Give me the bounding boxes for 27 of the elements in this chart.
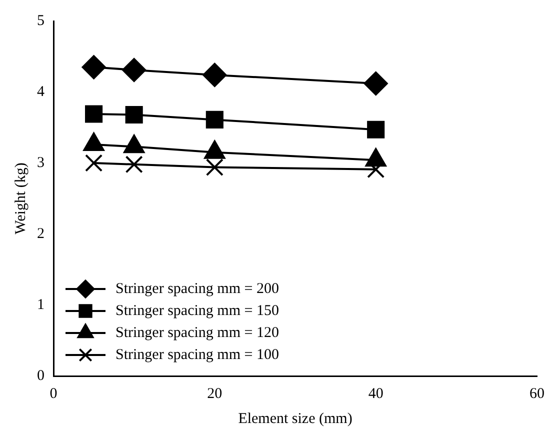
y-tick-label: 2 <box>37 226 44 242</box>
point <box>206 110 224 128</box>
point <box>206 158 224 176</box>
y-tick-label: 3 <box>37 154 44 171</box>
legend-label: Stringer spacing mm = 150 <box>116 302 279 319</box>
y-tick-label: 4 <box>37 84 45 100</box>
legend-label: Stringer spacing mm = 120 <box>116 324 279 341</box>
y-tick-label: 0 <box>37 368 44 384</box>
point <box>82 55 106 80</box>
x-tick-label: 0 <box>50 386 58 402</box>
x-tick-label: 60 <box>530 386 544 402</box>
point <box>125 156 143 174</box>
point <box>85 154 103 172</box>
y-axis-title: Weight (kg) <box>12 162 29 234</box>
legend-label: Stringer spacing mm = 100 <box>116 346 279 363</box>
x-tick-label: 40 <box>368 386 384 402</box>
x-tick-label: 20 <box>207 386 222 402</box>
legend-label: Stringer spacing mm = 200 <box>116 280 279 297</box>
x-axis-title: Element size (mm) <box>238 410 352 427</box>
y-tick-label: 1 <box>37 296 44 313</box>
point <box>202 62 227 87</box>
point <box>85 105 103 123</box>
point <box>367 120 385 138</box>
point <box>125 106 143 124</box>
point <box>364 71 388 96</box>
point <box>122 58 146 82</box>
y-tick-label: 5 <box>37 12 44 29</box>
